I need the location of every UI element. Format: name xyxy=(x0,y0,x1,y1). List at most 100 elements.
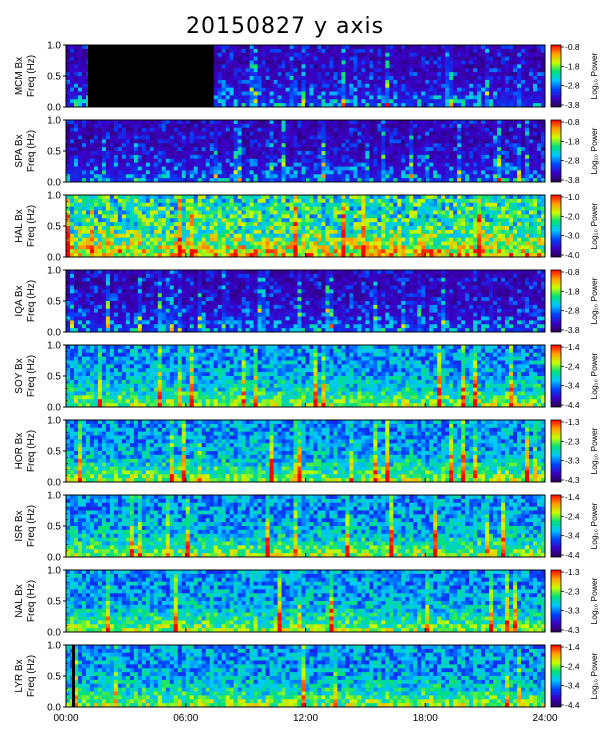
colorbar-tick-label: -0.8 xyxy=(565,42,580,52)
colorbar xyxy=(551,120,561,182)
data-gap xyxy=(88,45,214,107)
colorbar-tick-label: -2.0 xyxy=(565,211,580,221)
colorbar-label: Log₁₀ Power xyxy=(589,652,599,699)
y-tick-label: 1.0 xyxy=(47,416,61,427)
colorbar-tick-label: -3.3 xyxy=(565,606,580,616)
y-axis-freq-label: Freq (Hz) xyxy=(26,505,37,547)
colorbar xyxy=(551,270,561,332)
spectrogram-cells xyxy=(66,270,545,332)
y-axis-freq-label: Freq (Hz) xyxy=(26,430,37,472)
y-axis-station-label: SOY Bx xyxy=(14,358,25,393)
spectrogram-cells xyxy=(66,120,545,182)
colorbar-tick-label: -2.4 xyxy=(565,361,580,371)
colorbar-tick-label: -0.8 xyxy=(565,117,580,127)
spectrogram-cells xyxy=(66,495,545,557)
y-axis-station-label: LYR Bx xyxy=(14,659,25,692)
y-axis-freq-label: Freq (Hz) xyxy=(26,205,37,247)
data-gap xyxy=(72,645,75,707)
spectrogram-cells xyxy=(66,420,545,482)
colorbar-tick-label: -1.8 xyxy=(565,61,580,71)
colorbar-tick-label: -4.3 xyxy=(565,475,580,485)
y-tick-label: 0.5 xyxy=(47,522,61,533)
y-tick-label: 0.0 xyxy=(47,703,61,714)
y-tick-label: 0.5 xyxy=(47,447,61,458)
colorbar-label: Log₁₀ Power xyxy=(589,52,599,99)
y-axis-freq-label: Freq (Hz) xyxy=(26,55,37,97)
colorbar-label: Log₁₀ Power xyxy=(589,277,599,324)
y-tick-label: 1.0 xyxy=(47,491,61,502)
y-tick-label: 1.0 xyxy=(47,566,61,577)
colorbar xyxy=(551,45,561,107)
panel-spa xyxy=(63,120,564,182)
colorbar-tick-label: -1.3 xyxy=(565,417,580,427)
panel-soy xyxy=(63,345,564,407)
colorbar-tick-label: -4.4 xyxy=(565,400,580,410)
colorbar xyxy=(551,195,561,257)
y-tick-label: 0.0 xyxy=(47,628,61,639)
colorbar-tick-label: -3.0 xyxy=(565,231,580,241)
y-tick-label: 0.0 xyxy=(47,103,61,114)
colorbar-label: Log₁₀ Power xyxy=(589,427,599,474)
y-tick-label: 1.0 xyxy=(47,191,61,202)
y-tick-label: 0.5 xyxy=(47,222,61,233)
y-axis-freq-label: Freq (Hz) xyxy=(26,130,37,172)
spectrogram-cells xyxy=(66,345,545,407)
y-tick-label: 0.5 xyxy=(47,672,61,683)
colorbar-label: Log₁₀ Power xyxy=(589,577,599,624)
y-tick-label: 0.5 xyxy=(47,72,61,83)
panel-mcm xyxy=(63,45,564,107)
y-tick-label: 0.0 xyxy=(47,178,61,189)
colorbar-tick-label: -1.3 xyxy=(565,567,580,577)
x-tick-label: 12:00 xyxy=(293,713,318,724)
colorbar-label: Log₁₀ Power xyxy=(589,202,599,249)
panel-hal xyxy=(63,195,564,257)
y-tick-label: 0.0 xyxy=(47,253,61,264)
panel-hor xyxy=(63,420,564,482)
colorbar-tick-label: -3.8 xyxy=(565,175,580,185)
colorbar-tick-label: -3.4 xyxy=(565,681,580,691)
x-tick-label: 24:00 xyxy=(532,713,557,724)
colorbar-tick-label: -2.3 xyxy=(565,436,580,446)
colorbar-label: Log₁₀ Power xyxy=(589,502,599,549)
colorbar-tick-label: -4.3 xyxy=(565,625,580,635)
colorbar-label: Log₁₀ Power xyxy=(589,127,599,174)
colorbar-tick-label: -3.4 xyxy=(565,531,580,541)
colorbar-tick-label: -0.8 xyxy=(565,267,580,277)
colorbar-tick-label: -2.4 xyxy=(565,511,580,521)
y-tick-label: 1.0 xyxy=(47,266,61,277)
colorbar-tick-label: -4.4 xyxy=(565,550,580,560)
panel-iqa xyxy=(63,270,564,332)
colorbar-tick-label: -2.8 xyxy=(565,156,580,166)
colorbar-tick-label: -4.4 xyxy=(565,700,580,710)
colorbar xyxy=(551,345,561,407)
colorbar-tick-label: -2.3 xyxy=(565,586,580,596)
y-axis-freq-label: Freq (Hz) xyxy=(26,355,37,397)
y-tick-label: 0.0 xyxy=(47,478,61,489)
x-tick-label: 00:00 xyxy=(53,713,78,724)
y-tick-label: 0.0 xyxy=(47,328,61,339)
colorbar-tick-label: -1.0 xyxy=(565,192,580,202)
y-tick-label: 0.5 xyxy=(47,372,61,383)
colorbar-tick-label: -2.4 xyxy=(565,661,580,671)
y-tick-label: 0.5 xyxy=(47,147,61,158)
colorbar-tick-label: -3.8 xyxy=(565,325,580,335)
colorbar-tick-label: -1.4 xyxy=(565,342,580,352)
y-axis-freq-label: Freq (Hz) xyxy=(26,280,37,322)
spectrogram-cells xyxy=(66,195,545,257)
y-tick-label: 1.0 xyxy=(47,641,61,652)
colorbar-tick-label: -1.8 xyxy=(565,286,580,296)
y-axis-freq-label: Freq (Hz) xyxy=(26,655,37,697)
y-axis-station-label: ISR Bx xyxy=(14,510,25,541)
colorbar-label: Log₁₀ Power xyxy=(589,352,599,399)
colorbar-tick-label: -1.4 xyxy=(565,642,580,652)
y-tick-label: 1.0 xyxy=(47,41,61,52)
y-axis-station-label: HAL Bx xyxy=(14,209,25,243)
colorbar-tick-label: -3.8 xyxy=(565,100,580,110)
y-tick-label: 0.5 xyxy=(47,297,61,308)
colorbar-tick-label: -2.8 xyxy=(565,306,580,316)
colorbar-tick-label: -3.3 xyxy=(565,456,580,466)
y-tick-label: 1.0 xyxy=(47,116,61,127)
y-tick-label: 0.5 xyxy=(47,597,61,608)
y-axis-freq-label: Freq (Hz) xyxy=(26,580,37,622)
